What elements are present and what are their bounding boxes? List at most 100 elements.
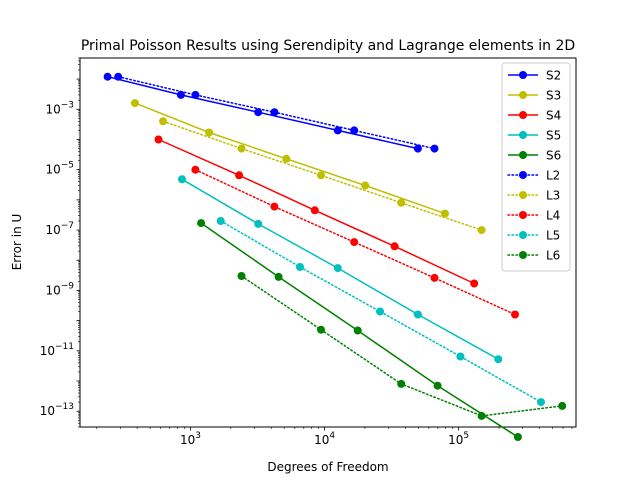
legend: S2 S3 S4 S5 S6 L2 L3 L4 L5 L6 [501, 62, 571, 272]
series-s3 [130, 99, 449, 218]
series-s2 [103, 72, 422, 153]
series-s3-point [282, 154, 291, 163]
series-s3-point [441, 209, 449, 218]
series-s3-point [205, 128, 214, 137]
y-tick-label-exp: −11 [55, 342, 74, 352]
series-l2-point [191, 90, 200, 99]
series-l2-point [270, 108, 279, 117]
legend-marker-l4 [519, 211, 527, 219]
series-l5-point [216, 217, 225, 225]
legend-label-l5: L5 [546, 229, 560, 243]
series-l6-point [397, 379, 406, 388]
series-s2-point [333, 126, 342, 135]
y-tick-label-base: 10 [40, 344, 55, 358]
series-s5-point [333, 264, 342, 273]
series-l3-point [317, 171, 325, 180]
series-l5-point [376, 307, 384, 316]
series-s6-point [274, 272, 283, 281]
legend-label-l6: L6 [546, 249, 560, 263]
y-tick-label: 10−9 [45, 281, 74, 297]
y-tick-label: 10−5 [45, 161, 74, 177]
y-tick-label-exp: −3 [61, 100, 74, 110]
y-tick-label-exp: −9 [61, 281, 75, 291]
series-s4-point [470, 279, 479, 288]
legend-label-s4: S4 [546, 109, 561, 123]
series-s4-point [310, 206, 319, 215]
legend-label-s2: S2 [546, 69, 561, 83]
series-l6-point [237, 272, 246, 280]
legend-label-s3: S3 [546, 89, 561, 103]
series-s2-point [103, 72, 112, 81]
legend-label-l4: L4 [546, 209, 560, 223]
series-l5 [216, 217, 545, 407]
series-l4-point [430, 273, 439, 282]
series-l4-point [350, 238, 359, 247]
y-tick-label: 10−3 [45, 100, 74, 116]
series-s6-point [353, 326, 362, 335]
series-s5-point [494, 355, 503, 364]
y-tick-label-base: 10 [45, 102, 60, 116]
series-l2-point [430, 144, 439, 153]
series-s4-point [154, 135, 163, 144]
series-l3-point [237, 144, 246, 153]
x-tick-label-base: 10 [314, 433, 329, 447]
series-l5-line [219, 220, 542, 403]
legend-marker-l5 [519, 231, 527, 239]
x-tick-label-exp: 4 [329, 431, 335, 441]
series-l4-point [511, 310, 519, 319]
x-tick-label-exp: 5 [463, 431, 469, 441]
series-s2-point [176, 90, 185, 99]
chart-title: Primal Poisson Results using Serendipity… [81, 38, 575, 54]
x-tick-label: 105 [448, 431, 469, 447]
series-l6 [237, 272, 567, 420]
y-tick-label-exp: −7 [61, 221, 74, 231]
y-tick-label-base: 10 [45, 163, 60, 177]
legend-marker-s2 [519, 71, 527, 79]
series-l4-line [194, 168, 516, 316]
legend-label-l3: L3 [546, 189, 560, 203]
legend-marker-l3 [519, 191, 527, 199]
series-s3-point [130, 99, 139, 108]
series-s6-point [197, 219, 206, 228]
series-l4 [191, 165, 519, 319]
x-tick-label: 103 [180, 431, 201, 447]
series-l4-point [270, 202, 279, 211]
y-tick-label-exp: −5 [61, 161, 74, 171]
series-l3-point [397, 198, 406, 207]
legend-marker-s4 [519, 111, 527, 119]
series-s5-point [254, 219, 263, 228]
series-l5-point [537, 398, 545, 407]
legend-label-l2: L2 [546, 169, 560, 183]
y-tick-label-exp: −13 [55, 402, 74, 412]
legend-marker-s3 [519, 91, 527, 99]
series-l4-point [191, 165, 200, 174]
series-s6-point [513, 433, 522, 441]
series-l3 [159, 117, 486, 235]
series-l6-point [477, 411, 486, 420]
series-s5-point [178, 175, 186, 184]
y-axis-label: Error in U [10, 214, 24, 271]
series-s4-point [235, 171, 244, 180]
series-l2-point [350, 126, 359, 135]
legend-marker-l2 [519, 171, 527, 179]
series-s2-point [413, 144, 422, 153]
y-tick-label: 10−7 [45, 221, 74, 237]
legend-marker-l6 [519, 251, 527, 259]
legend-label-s6: S6 [546, 149, 561, 163]
series-l5-point [296, 263, 304, 271]
series-l3-line [162, 120, 483, 231]
y-tick-label-base: 10 [40, 404, 55, 418]
x-tick-label-base: 10 [180, 433, 195, 447]
x-tick-label: 104 [314, 431, 335, 447]
series-l2-point [114, 72, 123, 81]
series-s4-point [390, 242, 399, 251]
series-layer [103, 72, 567, 441]
series-l3-point [159, 117, 168, 126]
series-s4 [154, 135, 479, 288]
y-tick-label-base: 10 [45, 283, 60, 297]
plot-area-frame [79, 57, 577, 428]
series-l5-point [456, 352, 465, 361]
x-tick-label-base: 10 [448, 433, 463, 447]
